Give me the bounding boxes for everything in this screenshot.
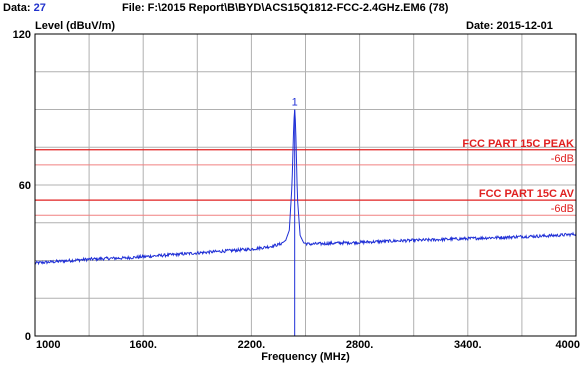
x-axis-title: Frequency (MHz) bbox=[261, 351, 350, 363]
plot-frame bbox=[34, 33, 577, 337]
y-tick-label: 0 bbox=[25, 331, 31, 343]
limit-margin-label: -6dB bbox=[551, 153, 574, 165]
x-tick-label: 2200. bbox=[238, 339, 266, 351]
limit-margin-label: -6dB bbox=[551, 203, 574, 215]
y-tick-label: 60 bbox=[19, 180, 31, 192]
x-tick-label: 4000 bbox=[556, 339, 580, 351]
limit-line-label: FCC PART 15C AV bbox=[479, 188, 575, 200]
marker-label: 1 bbox=[292, 97, 298, 109]
y-tick-label: 120 bbox=[13, 29, 31, 41]
limit-line-label: FCC PART 15C PEAK bbox=[462, 138, 574, 150]
x-tick-label: 1000 bbox=[36, 339, 60, 351]
spectrum-trace bbox=[34, 109, 577, 266]
x-tick-label: 3400. bbox=[454, 339, 482, 351]
x-tick-label: 1600. bbox=[129, 339, 157, 351]
data-label: Data: bbox=[3, 2, 31, 14]
date-label: Date: 2015-12-01 bbox=[466, 20, 553, 32]
x-tick-label: 2800. bbox=[346, 339, 374, 351]
file-path: File: F:\2015 Report\B\BYD\ACS15Q1812-FC… bbox=[122, 2, 449, 14]
data-info: Data: 27 bbox=[3, 2, 46, 14]
y-axis-title: Level (dBuV/m) bbox=[35, 20, 116, 32]
data-value: 27 bbox=[33, 2, 46, 14]
